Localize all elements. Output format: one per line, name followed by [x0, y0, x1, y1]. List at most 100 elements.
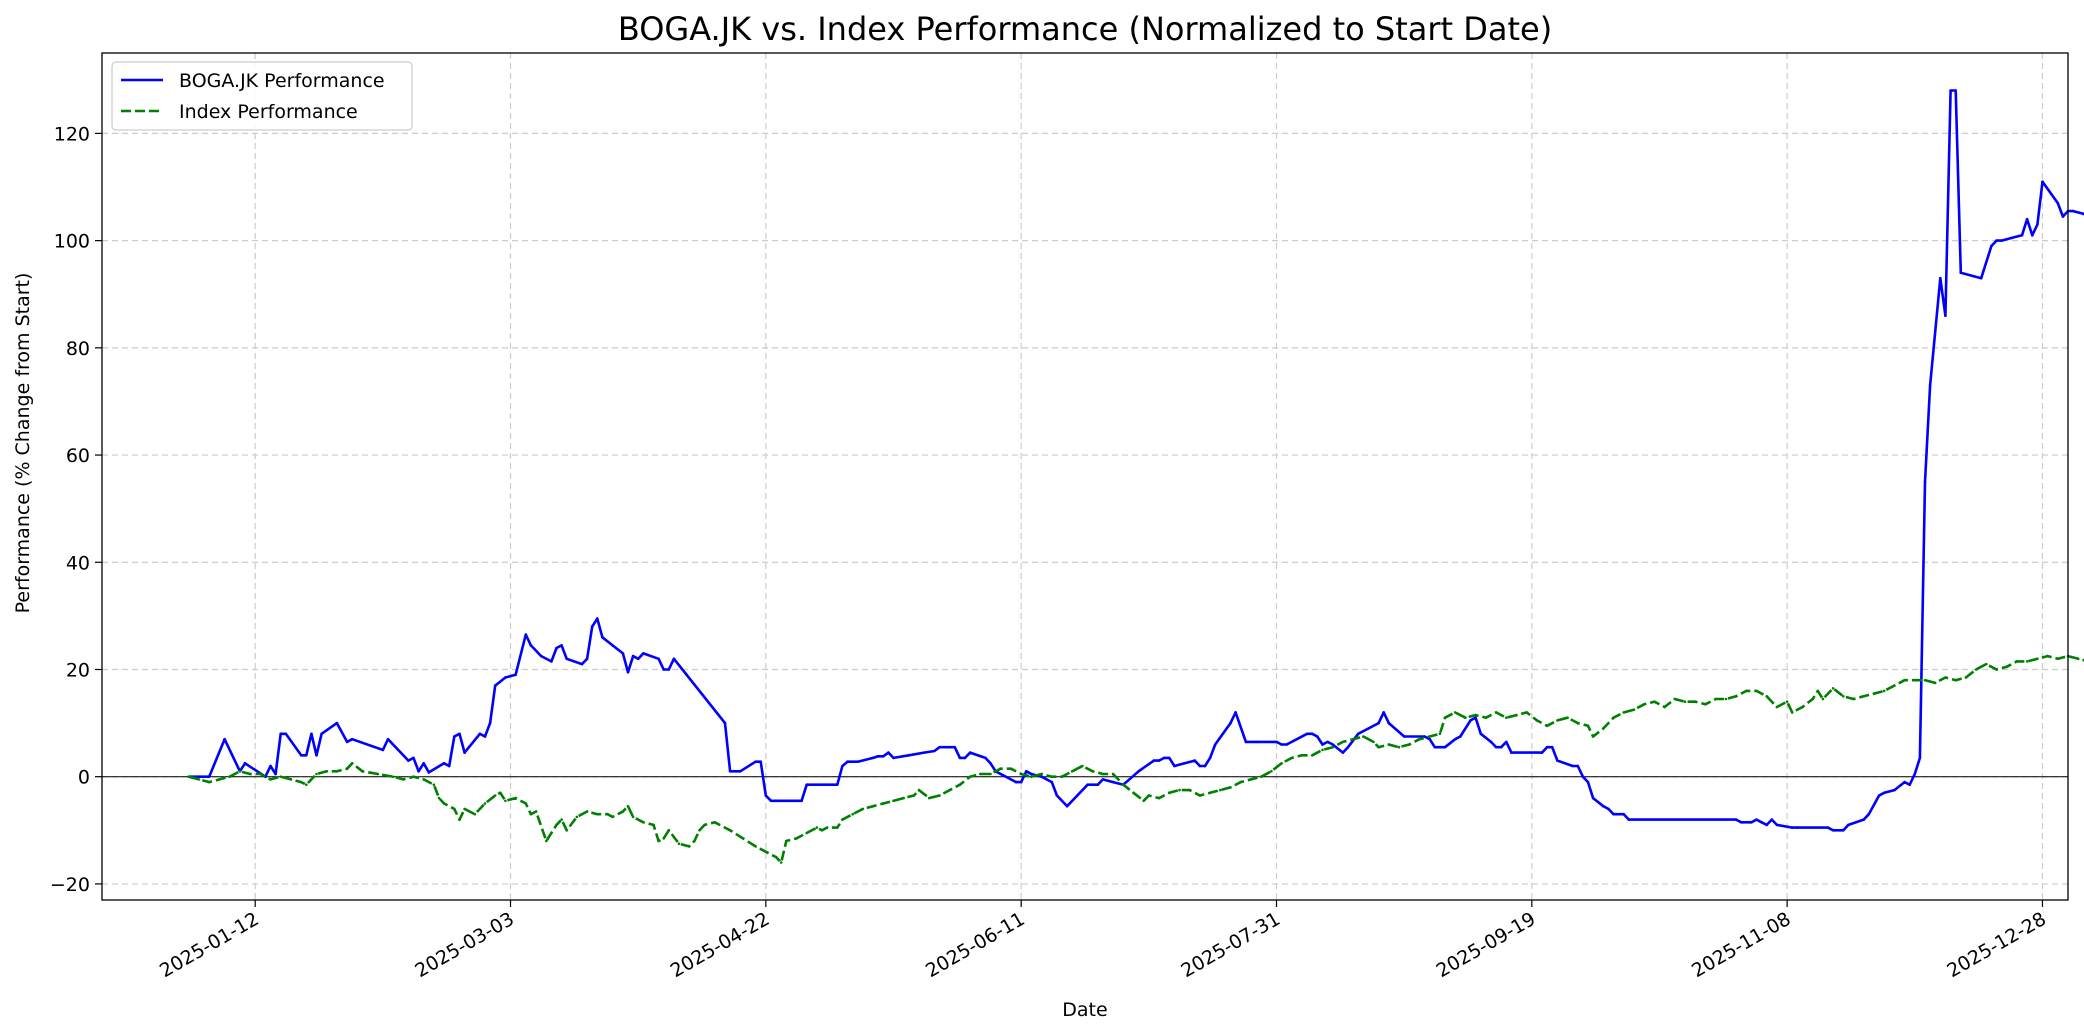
- data-point: [1275, 740, 1278, 744]
- data-point: [968, 751, 972, 754]
- data-point: [1734, 818, 1738, 821]
- data-point: [984, 756, 987, 760]
- data-point: [1607, 807, 1610, 811]
- data-point: [1653, 700, 1656, 703]
- data-point: [1173, 764, 1176, 768]
- legend: BOGA.JK Performance Index Performance: [111, 61, 413, 131]
- plot-series: [187, 89, 2084, 864]
- data-point: [259, 772, 262, 776]
- data-point: [1739, 821, 1743, 824]
- data-point: [1137, 770, 1140, 773]
- data-point: [1050, 775, 1054, 778]
- data-point: [1750, 821, 1753, 824]
- data-point: [2076, 657, 2080, 661]
- data-point: [1505, 740, 1508, 744]
- data-point: [882, 755, 885, 758]
- data-point: [621, 652, 625, 655]
- data-point: [754, 845, 757, 848]
- data-point: [1755, 689, 1758, 693]
- data-point: [238, 770, 242, 773]
- data-point: [989, 772, 992, 776]
- data-point: [1081, 764, 1084, 768]
- data-point: [458, 732, 461, 736]
- data-point: [2010, 236, 2014, 240]
- data-point: [207, 775, 211, 778]
- data-point: [1995, 239, 1998, 242]
- data-point: [1086, 783, 1089, 786]
- data-point: [1474, 716, 1477, 719]
- data-point: [1939, 276, 1942, 280]
- series-stock: [187, 89, 2084, 832]
- data-point: [1326, 740, 1329, 744]
- data-point: [1321, 748, 1324, 752]
- data-point: [1168, 791, 1171, 795]
- data-point: [350, 762, 354, 765]
- x-tick-label: 2025-04-22: [667, 908, 774, 982]
- y-tick-label: 20: [66, 659, 90, 681]
- data-point: [1076, 794, 1079, 797]
- data-point: [713, 821, 717, 824]
- data-point: [1908, 783, 1911, 786]
- data-point: [1540, 751, 1544, 754]
- data-point: [836, 826, 839, 829]
- data-point: [1484, 716, 1488, 719]
- plot-frame: [101, 52, 2069, 901]
- data-point: [636, 657, 640, 661]
- data-point: [871, 756, 875, 760]
- data-point: [1055, 794, 1059, 797]
- data-point: [1826, 826, 1830, 829]
- data-point: [1642, 703, 1646, 706]
- data-point: [667, 829, 671, 832]
- data-point: [1867, 812, 1871, 816]
- data-point: [1479, 732, 1483, 736]
- data-point: [1663, 705, 1666, 709]
- data-point: [1693, 700, 1697, 703]
- data-point: [1627, 818, 1631, 821]
- data-point: [493, 794, 497, 797]
- data-point: [805, 831, 808, 835]
- data-point: [979, 772, 982, 776]
- data-point: [1525, 711, 1528, 714]
- data-point: [887, 751, 890, 754]
- data-point: [1213, 743, 1217, 746]
- data-point: [447, 764, 451, 768]
- data-point: [1893, 684, 1896, 687]
- data-point: [1862, 695, 1865, 698]
- data-point: [2036, 223, 2039, 226]
- x-tick-label: 2025-11-08: [1688, 908, 1795, 982]
- data-point: [299, 780, 303, 784]
- data-point: [677, 842, 681, 845]
- data-point: [555, 646, 558, 650]
- data-point: [1310, 732, 1314, 736]
- data-point: [1351, 737, 1355, 741]
- data-point: [1387, 721, 1391, 725]
- data-point: [1372, 740, 1375, 744]
- y-tick-label: 120: [54, 123, 90, 145]
- data-point: [1683, 700, 1687, 703]
- data-point: [1556, 759, 1559, 762]
- data-point: [1402, 735, 1406, 738]
- data-point: [555, 823, 558, 827]
- data-point: [1367, 727, 1370, 730]
- x-tick-label: 2025-03-03: [411, 908, 518, 982]
- data-point: [1280, 743, 1283, 746]
- data-point: [2015, 660, 2019, 663]
- data-point: [1602, 804, 1605, 808]
- data-point: [968, 775, 972, 778]
- data-point: [1545, 724, 1549, 728]
- data-point: [1101, 778, 1105, 781]
- data-point: [2056, 201, 2060, 205]
- data-point: [1556, 719, 1559, 722]
- data-point: [657, 657, 660, 661]
- series-line: [188, 654, 2084, 864]
- data-point: [1550, 745, 1554, 749]
- data-point: [953, 745, 957, 749]
- data-point: [1755, 818, 1758, 821]
- data-point: [1586, 724, 1590, 728]
- data-point: [876, 755, 880, 758]
- data-point: [402, 778, 405, 781]
- data-point: [1959, 271, 1963, 275]
- data-point: [432, 783, 436, 786]
- data-point: [529, 644, 533, 647]
